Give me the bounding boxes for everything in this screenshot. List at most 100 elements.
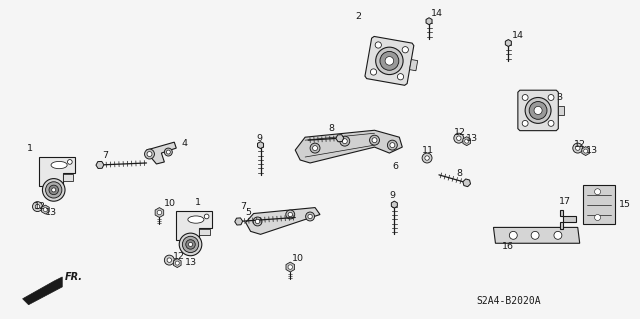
Circle shape [33, 202, 42, 211]
Ellipse shape [51, 161, 67, 169]
Text: 4: 4 [181, 139, 188, 148]
Circle shape [390, 143, 395, 148]
Text: 11: 11 [422, 145, 434, 155]
Polygon shape [410, 60, 418, 71]
Polygon shape [22, 277, 62, 305]
Text: 14: 14 [431, 9, 443, 18]
Text: 7: 7 [241, 202, 246, 211]
Circle shape [509, 231, 517, 239]
Text: 5: 5 [246, 208, 252, 217]
Circle shape [49, 185, 58, 195]
Circle shape [422, 153, 432, 163]
Circle shape [534, 107, 542, 115]
Circle shape [175, 261, 179, 265]
Circle shape [454, 133, 464, 143]
Circle shape [522, 121, 528, 126]
Circle shape [308, 214, 312, 219]
Text: 8: 8 [328, 124, 334, 133]
Circle shape [45, 182, 62, 198]
Text: 6: 6 [392, 162, 398, 171]
Circle shape [575, 146, 580, 150]
Polygon shape [176, 211, 212, 240]
Circle shape [288, 212, 292, 217]
Circle shape [425, 156, 429, 160]
Circle shape [166, 150, 170, 154]
Circle shape [522, 94, 528, 100]
Circle shape [310, 143, 320, 153]
Polygon shape [463, 179, 470, 187]
Circle shape [312, 145, 317, 151]
Circle shape [42, 179, 65, 201]
Text: 7: 7 [102, 151, 108, 160]
Circle shape [595, 189, 600, 195]
Text: 17: 17 [559, 197, 571, 206]
Circle shape [189, 242, 193, 247]
Text: 13: 13 [185, 258, 197, 267]
Circle shape [548, 94, 554, 100]
Circle shape [525, 98, 551, 123]
Text: 10: 10 [164, 199, 177, 208]
Text: 12: 12 [173, 252, 186, 261]
Text: 14: 14 [512, 31, 524, 40]
Polygon shape [365, 36, 414, 85]
Polygon shape [336, 135, 344, 142]
Polygon shape [173, 259, 181, 268]
Circle shape [369, 135, 380, 145]
Polygon shape [63, 174, 74, 181]
Text: 3: 3 [556, 93, 562, 102]
Circle shape [306, 212, 314, 221]
Polygon shape [147, 142, 176, 164]
Text: 13: 13 [45, 208, 58, 217]
Polygon shape [426, 18, 432, 25]
Circle shape [35, 204, 40, 209]
Polygon shape [286, 262, 294, 272]
Text: 10: 10 [292, 254, 304, 263]
Circle shape [465, 139, 468, 143]
Circle shape [44, 208, 47, 211]
Circle shape [375, 42, 381, 48]
Circle shape [402, 47, 408, 53]
Circle shape [342, 139, 348, 144]
Circle shape [167, 258, 172, 262]
Circle shape [182, 236, 198, 253]
Text: 13: 13 [466, 134, 478, 143]
Circle shape [52, 188, 56, 192]
Circle shape [340, 136, 349, 146]
Text: 2: 2 [356, 12, 362, 21]
Circle shape [145, 149, 154, 159]
Polygon shape [200, 229, 210, 235]
Polygon shape [155, 208, 164, 218]
Text: 12: 12 [574, 140, 586, 149]
Polygon shape [235, 218, 243, 225]
Circle shape [387, 140, 397, 150]
Text: 1: 1 [27, 144, 33, 152]
Text: FR.: FR. [65, 272, 83, 282]
Circle shape [372, 138, 377, 143]
Polygon shape [246, 208, 320, 234]
Circle shape [371, 69, 376, 75]
Circle shape [397, 74, 404, 80]
Text: 9: 9 [389, 191, 396, 200]
Circle shape [67, 160, 72, 164]
Ellipse shape [188, 216, 204, 223]
Polygon shape [96, 161, 104, 168]
Circle shape [164, 255, 174, 265]
Polygon shape [40, 157, 76, 186]
Text: 13: 13 [586, 145, 598, 155]
Text: 15: 15 [620, 200, 632, 209]
Polygon shape [391, 201, 397, 208]
Polygon shape [558, 106, 564, 115]
Polygon shape [493, 227, 580, 243]
Circle shape [288, 265, 292, 269]
Circle shape [179, 233, 202, 256]
Polygon shape [295, 130, 403, 163]
Circle shape [253, 217, 262, 226]
Circle shape [531, 231, 539, 239]
Circle shape [584, 149, 588, 153]
Circle shape [548, 121, 554, 126]
Polygon shape [506, 40, 511, 47]
Text: 12: 12 [454, 128, 466, 137]
Text: 1: 1 [195, 198, 201, 207]
Circle shape [186, 240, 195, 249]
Circle shape [573, 143, 582, 153]
